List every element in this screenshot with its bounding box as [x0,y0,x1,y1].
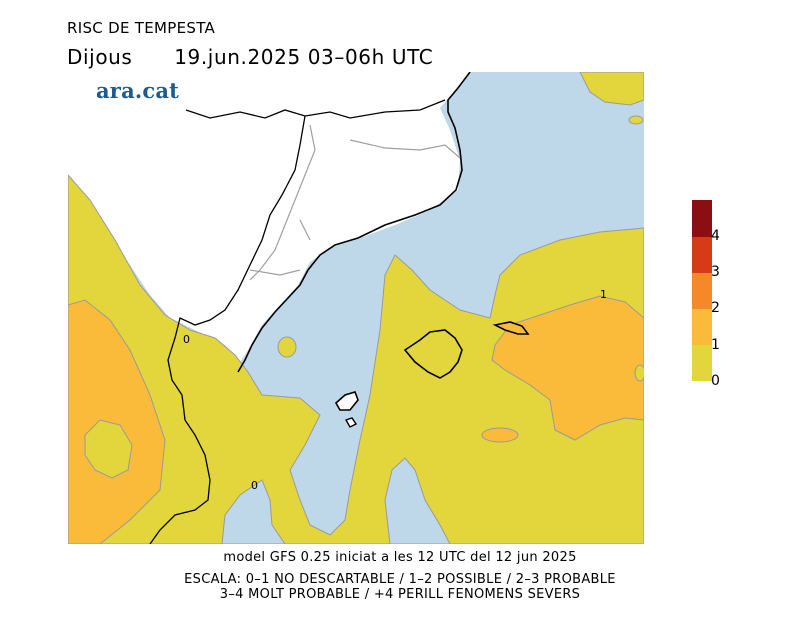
legend-label-3: 3 [711,264,720,280]
scale-line-1: ESCALA: 0–1 NO DESCARTABLE / 1–2 POSSIBL… [184,572,616,587]
risk-zone-1-west [68,299,166,544]
province-boundaries [249,124,461,281]
legend-label-4: 4 [711,228,720,244]
island-formentera [344,417,358,428]
sea-pocket [277,336,297,358]
risk-zone-1-dot [634,364,644,382]
map-title: RISC DE TEMPESTA [67,19,216,37]
scale-description: ESCALA: 0–1 NO DESCARTABLE / 1–2 POSSIBL… [0,572,800,602]
legend-swatch-3 [692,237,712,273]
storm-risk-map: 1 0 0 [68,72,644,544]
coastline [237,72,471,373]
map-subtitle: Dijous 19.jun.2025 03–06h UTC [67,45,433,69]
day-label: Dijous [67,45,133,69]
scale-line-2: 3–4 MOLT PROBABLE / +4 PERILL FENOMENS S… [219,587,581,602]
risk-zone-0-northeast [579,72,644,106]
legend-swatch-1 [692,309,712,345]
legend-swatch-2 [692,273,712,309]
legend-swatch-0 [692,345,712,381]
legend-label-0: 0 [711,373,720,389]
risk-zone-0-west [68,174,644,544]
island-ibiza [334,391,359,411]
model-info: model GFS 0.25 iniciat a les 12 UTC del … [223,550,577,565]
risk-zone-0-dot [628,115,644,125]
date-time-label: 19.jun.2025 03–06h UTC [174,45,434,69]
legend-swatch-4 [692,200,712,237]
risk-zone-1-east [491,295,644,441]
border-west [149,99,446,544]
contour-label-0-north: 0 [183,333,190,346]
sea-inlet-southwest [221,479,286,544]
island-menorca [492,321,530,335]
risk-zone-1-spot [481,427,519,443]
risk-zone-0-west-pocket [84,419,133,479]
legend-label-2: 2 [711,300,720,316]
island-mallorca [403,329,463,379]
contour-label-0-south: 0 [251,479,258,492]
ara-cat-logo: ara.cat [96,78,180,103]
legend-label-1: 1 [711,337,720,353]
risk-legend [692,200,712,381]
sea-inlet-south [384,457,451,544]
contour-label-1: 1 [600,288,607,301]
